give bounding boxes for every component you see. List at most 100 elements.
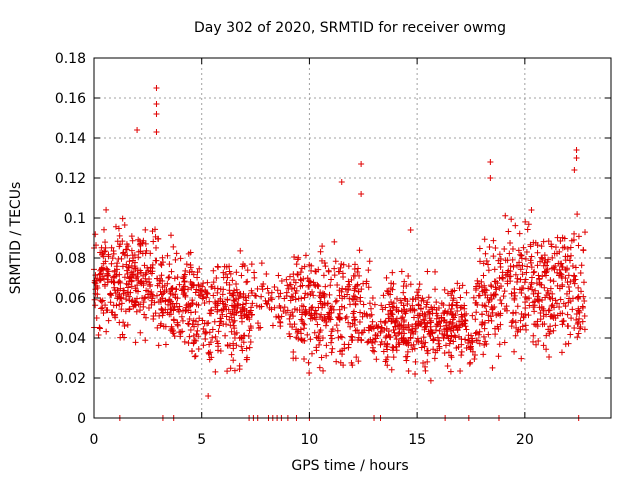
data-point: [142, 337, 149, 344]
data-point: [569, 262, 576, 269]
data-point: [369, 347, 376, 354]
data-point: [392, 317, 399, 324]
data-point: [176, 303, 183, 310]
data-point: [517, 276, 524, 283]
data-point: [230, 319, 237, 326]
data-point: [191, 353, 198, 360]
data-point: [302, 290, 309, 297]
data-point: [194, 274, 201, 281]
data-point: [95, 331, 102, 338]
data-point: [463, 326, 470, 333]
data-point: [457, 294, 464, 301]
data-point: [534, 262, 541, 269]
data-point: [333, 358, 340, 365]
data-point: [160, 323, 167, 330]
data-point: [104, 272, 111, 279]
data-point: [123, 296, 130, 303]
data-point: [446, 340, 453, 347]
data-point: [153, 129, 160, 135]
data-point: [387, 334, 394, 341]
data-point: [194, 321, 201, 328]
data-point: [405, 272, 412, 279]
data-point: [471, 355, 478, 362]
data-point: [400, 289, 407, 296]
data-point: [292, 290, 299, 297]
data-point: [425, 309, 432, 316]
data-point: [514, 275, 521, 282]
data-point: [226, 316, 233, 323]
data-point: [337, 264, 344, 271]
data-point: [358, 161, 365, 167]
data-point: [454, 307, 461, 314]
data-point: [204, 279, 211, 286]
data-point: [202, 286, 209, 293]
data-point: [543, 311, 550, 318]
data-point: [247, 323, 254, 330]
data-point: [415, 294, 422, 301]
data-point: [573, 311, 580, 318]
data-point: [226, 287, 233, 294]
data-point: [202, 330, 209, 337]
data-point: [354, 269, 361, 276]
data-point: [451, 314, 458, 321]
data-point: [141, 262, 148, 269]
data-point: [514, 278, 521, 285]
data-point: [552, 244, 559, 251]
data-point: [512, 319, 519, 326]
data-point: [331, 238, 338, 245]
data-point: [256, 303, 263, 310]
data-point: [171, 275, 178, 282]
data-point: [298, 316, 305, 323]
data-point: [342, 315, 349, 322]
data-point: [568, 237, 575, 244]
data-point: [230, 345, 237, 352]
data-point: [153, 111, 160, 117]
data-point: [503, 307, 510, 314]
data-point: [324, 311, 331, 318]
data-point: [151, 299, 158, 306]
data-point: [575, 319, 582, 326]
data-point: [525, 312, 532, 319]
data-point: [409, 346, 416, 353]
data-point: [222, 303, 229, 310]
data-point: [457, 367, 464, 374]
data-point: [113, 273, 120, 280]
data-point: [473, 309, 480, 316]
data-point: [383, 274, 390, 281]
data-point: [162, 341, 169, 348]
data-point: [295, 254, 302, 261]
data-point: [442, 342, 449, 349]
data-point: [480, 272, 487, 279]
data-point: [118, 300, 125, 307]
data-point: [389, 303, 396, 310]
y-tick-label: 0.12: [55, 171, 86, 187]
data-point: [380, 348, 387, 355]
data-point: [264, 301, 271, 308]
data-point: [99, 273, 106, 280]
data-point: [528, 274, 535, 281]
data-point: [246, 344, 253, 351]
data-point: [458, 348, 465, 355]
data-point: [121, 287, 128, 294]
data-point: [210, 267, 217, 274]
data-point: [144, 288, 151, 295]
data-point: [317, 289, 324, 296]
data-point: [152, 310, 159, 317]
data-point: [126, 278, 133, 285]
data-point: [323, 318, 330, 325]
y-tick-label: 0.1: [64, 211, 86, 227]
data-point: [192, 337, 199, 344]
data-point: [172, 256, 179, 263]
data-point: [323, 342, 330, 349]
data-point: [567, 331, 574, 338]
data-point: [496, 341, 503, 348]
data-point: [142, 226, 149, 233]
data-point: [184, 320, 191, 327]
data-point: [482, 292, 489, 299]
data-point: [528, 253, 535, 260]
data-point: [269, 322, 276, 329]
data-point: [451, 332, 458, 339]
data-point: [168, 323, 175, 330]
data-point: [433, 306, 440, 313]
